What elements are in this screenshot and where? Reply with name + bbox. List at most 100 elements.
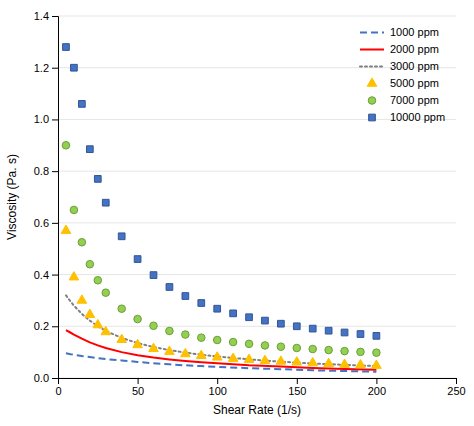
series-points: [62, 142, 380, 357]
point: [341, 347, 349, 355]
point: [308, 357, 318, 365]
y-tick: 0.2: [34, 320, 58, 332]
point: [62, 142, 70, 150]
chart: 0501001502002500.00.20.40.60.81.01.21.4S…: [0, 0, 474, 426]
point: [196, 350, 206, 358]
point: [245, 340, 253, 348]
x-axis: 050100150200250: [55, 378, 465, 397]
legend-label: 7000 ppm: [390, 94, 439, 106]
point: [63, 44, 70, 51]
point: [150, 272, 157, 279]
y-tick: 1.0: [34, 113, 58, 125]
point: [278, 320, 285, 327]
point: [277, 343, 285, 351]
point: [78, 238, 86, 246]
legend-swatch: [360, 66, 384, 68]
y-tick: 1.4: [34, 10, 58, 22]
point: [197, 334, 205, 342]
point: [261, 342, 269, 350]
point: [150, 322, 158, 330]
legend-swatch: [368, 97, 376, 105]
point: [77, 295, 87, 303]
y-axis: 0.00.20.40.60.81.01.21.4: [34, 10, 59, 384]
y-tick-label: 1.0: [34, 113, 49, 125]
legend-swatch: [360, 32, 384, 34]
legend: 1000 ppm 2000 ppm 3000 ppm 5000 ppm 7000 ppm…: [360, 26, 445, 123]
x-tick: 100: [209, 378, 227, 397]
legend-label: 10000 ppm: [390, 111, 445, 123]
point: [213, 336, 221, 344]
x-tick-mark: [138, 378, 139, 384]
point: [292, 357, 302, 365]
y-axis-title: Viscosity (Pa. s): [5, 154, 19, 240]
legend-label: 1000 ppm: [390, 26, 439, 38]
point: [325, 346, 333, 354]
point: [198, 300, 205, 307]
legend-item: 7000 ppm: [368, 94, 439, 106]
y-tick-mark: [52, 16, 58, 17]
point: [324, 358, 334, 366]
legend-item: 10000 ppm: [369, 111, 445, 123]
point: [71, 64, 78, 71]
point: [357, 331, 364, 338]
point: [372, 360, 382, 368]
x-axis-title: Shear Rate (1/s): [213, 403, 301, 417]
grid: [58, 16, 456, 378]
legend-label: 5000 ppm: [390, 77, 439, 89]
series-line: [66, 295, 376, 366]
point: [118, 233, 125, 240]
point: [182, 331, 190, 339]
point: [340, 359, 350, 367]
x-tick-label: 150: [288, 385, 306, 397]
legend-swatch: [369, 114, 376, 121]
series-points: [61, 225, 381, 368]
y-tick-mark: [52, 275, 58, 276]
y-tick-label: 0.4: [34, 269, 49, 281]
point: [373, 349, 381, 357]
point: [118, 305, 126, 313]
legend-label: 3000 ppm: [390, 60, 439, 72]
legend-swatch: [360, 49, 384, 51]
point: [260, 355, 270, 363]
point: [61, 225, 71, 233]
y-tick: 0.4: [34, 269, 58, 281]
x-tick: 250: [447, 378, 465, 397]
point: [246, 314, 253, 321]
y-axis-line: [52, 17, 59, 379]
point: [134, 256, 141, 263]
point: [309, 345, 317, 353]
point: [357, 348, 365, 356]
point: [182, 293, 189, 300]
point: [325, 327, 332, 334]
x-tick-mark: [376, 378, 377, 384]
point: [101, 326, 111, 334]
point: [229, 338, 237, 346]
x-axis-line: [59, 379, 457, 385]
x-tick-label: 250: [447, 385, 465, 397]
y-tick-label: 0.2: [34, 320, 49, 332]
point: [133, 339, 143, 347]
point: [214, 305, 221, 312]
point: [356, 360, 366, 368]
point: [149, 343, 159, 351]
y-grid-line: [58, 326, 456, 327]
plot-area: [61, 44, 381, 372]
y-grid-line: [58, 171, 456, 172]
legend-label: 2000 ppm: [390, 43, 439, 55]
y-tick-label: 1.2: [34, 62, 49, 74]
x-tick: 200: [368, 378, 386, 397]
y-grid-line: [58, 274, 456, 275]
point: [94, 276, 102, 284]
point: [212, 352, 222, 360]
point: [341, 329, 348, 336]
x-tick: 150: [288, 378, 306, 397]
point: [79, 101, 86, 108]
x-tick-label: 0: [55, 385, 61, 397]
point: [373, 332, 380, 339]
point: [309, 325, 316, 332]
y-tick-mark: [52, 223, 58, 224]
series-line: [66, 330, 376, 370]
y-tick-mark: [52, 326, 58, 327]
point: [69, 272, 79, 280]
legend-item: 5000 ppm: [367, 77, 439, 89]
